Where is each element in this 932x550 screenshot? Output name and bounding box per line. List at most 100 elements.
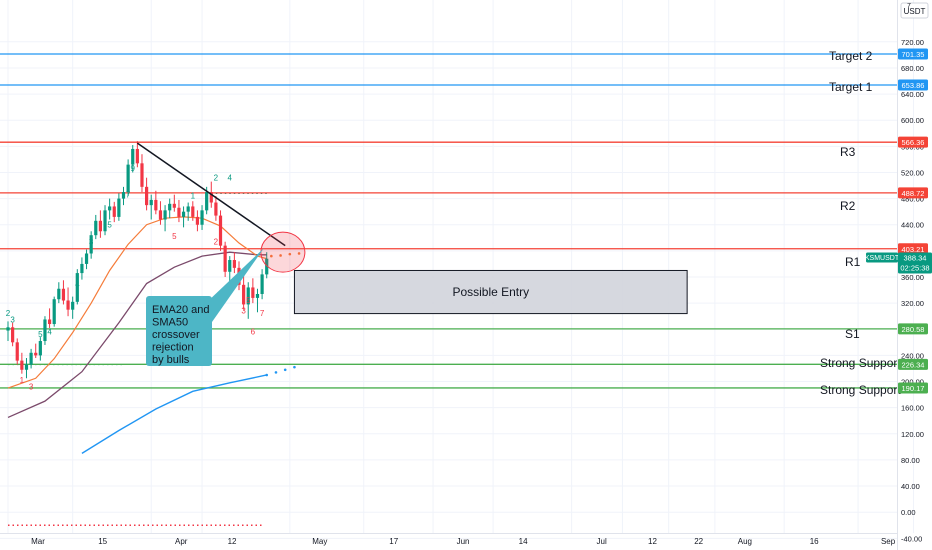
candle (6, 321, 10, 342)
ema20-projection-dot (297, 252, 301, 255)
candle (112, 201, 116, 223)
level-price-tag-text: 488.72 (902, 189, 925, 198)
candle (214, 195, 218, 221)
candle (232, 252, 236, 274)
candle (255, 288, 260, 313)
td-marker: 4 (47, 327, 52, 336)
currency-menu-glyph: 7 (907, 3, 911, 10)
td-marker: 3 (10, 316, 15, 325)
time-tick-label: Sep (881, 537, 896, 546)
time-tick-label: Apr (175, 537, 188, 546)
candle (135, 141, 139, 168)
candle (11, 322, 15, 347)
candle-body (89, 235, 93, 254)
price-tick-label: 360.00 (901, 273, 924, 282)
level-price-tag-text: 653.86 (902, 81, 925, 90)
candle-body (200, 210, 204, 225)
candle (131, 145, 135, 173)
candle-body (223, 245, 227, 272)
crossover-highlight-circle[interactable] (260, 231, 306, 273)
candle-body (181, 211, 186, 217)
level-name: R1 (845, 255, 861, 269)
candle-body (66, 300, 70, 310)
candle (38, 337, 42, 361)
candle-body (11, 327, 15, 343)
sma50-line (7, 251, 267, 419)
level-name: R2 (840, 199, 856, 213)
candle (145, 177, 149, 211)
candle (89, 231, 93, 259)
time-tick-label: May (312, 537, 327, 546)
candle-body (135, 148, 139, 164)
price-tick-label: 480.00 (901, 195, 924, 204)
moving-averages (7, 216, 301, 454)
price-tick-label: -40.00 (901, 534, 922, 543)
pair-tag (866, 252, 898, 263)
candle (223, 241, 227, 277)
candle-body (186, 206, 190, 212)
candle-body (108, 206, 112, 211)
time-tick-label: Aug (738, 537, 752, 546)
candle-body (172, 203, 176, 208)
last-price-text: 388.34 (904, 253, 927, 262)
candle-body (34, 352, 38, 356)
candle-body (145, 186, 149, 206)
candle-body (163, 210, 167, 220)
time-tick-label: Jul (597, 537, 607, 546)
candle (158, 201, 163, 225)
price-tick-label: 40.00 (901, 482, 920, 491)
candle-body (242, 284, 246, 305)
candle (98, 210, 102, 238)
candle-body (158, 210, 163, 220)
candle-body (191, 206, 195, 217)
candle (126, 159, 130, 196)
td-marker: 2 (6, 309, 11, 318)
callout-text-line: SMA50 (152, 317, 188, 329)
candle (168, 198, 172, 219)
price-tick-label: 680.00 (901, 64, 924, 73)
time-axis[interactable]: Mar15Apr12May17Jun14Jul1222Aug16Sep13Oct (0, 533, 932, 547)
td-marker: 5 (172, 232, 177, 241)
candle (246, 282, 250, 319)
resistance-trendline[interactable] (136, 142, 286, 247)
annotation-callout[interactable]: EMA20 and SMA50 crossover rejection by bulls (146, 248, 264, 366)
candle (52, 296, 56, 327)
candle (34, 343, 38, 359)
time-tick-label: 12 (228, 537, 237, 546)
sma200-projection-dot (265, 373, 269, 377)
td-marker: 7 (260, 309, 265, 318)
candle (43, 316, 47, 345)
candle-body (232, 260, 236, 268)
candle (200, 205, 204, 230)
candle (94, 214, 98, 240)
candle-body (140, 163, 144, 187)
candle (251, 278, 255, 304)
candle-body (6, 327, 10, 331)
level-lines (0, 53, 897, 389)
candle-body (228, 260, 232, 272)
level-price-tag (898, 136, 928, 148)
level-name: Strong Support (820, 383, 901, 397)
time-tick-label: Jun (457, 537, 470, 546)
candle-body (168, 203, 172, 211)
ema20-line (7, 216, 267, 389)
candle-body (94, 220, 98, 236)
candle (47, 308, 52, 328)
candle-body (205, 192, 209, 211)
candle (177, 199, 181, 223)
price-axis[interactable]: USDT7720.00680.00640.00600.00560.00520.0… (865, 0, 932, 550)
level-price-tag (898, 358, 928, 370)
price-tick-label: 600.00 (901, 116, 924, 125)
price-tick-label: 0.00 (901, 508, 916, 517)
candle-body (47, 319, 52, 325)
callout-text-line: by bulls (152, 354, 190, 366)
td-marker: 4 (228, 173, 233, 182)
candle (218, 210, 223, 251)
candle (121, 186, 126, 206)
possible-entry-zone[interactable] (293, 269, 688, 315)
candle-body (209, 192, 213, 203)
candle-body (103, 210, 107, 232)
candle-body (195, 216, 200, 225)
